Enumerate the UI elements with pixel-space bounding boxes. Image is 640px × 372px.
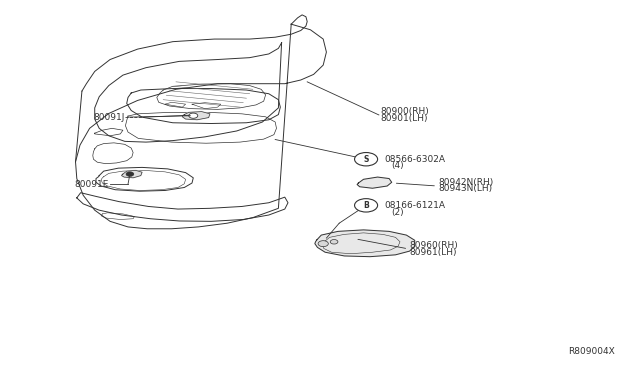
Circle shape [330, 240, 338, 244]
Circle shape [355, 153, 378, 166]
Text: R809004X: R809004X [568, 347, 614, 356]
Text: (4): (4) [392, 161, 404, 170]
Polygon shape [315, 230, 415, 257]
Text: (2): (2) [392, 208, 404, 217]
Text: B: B [364, 201, 369, 210]
Text: 80960(RH): 80960(RH) [410, 241, 458, 250]
Text: 08566-6302A: 08566-6302A [384, 155, 445, 164]
Text: 80091J: 80091J [93, 113, 125, 122]
Text: 80943N(LH): 80943N(LH) [438, 185, 493, 193]
Circle shape [318, 241, 328, 247]
Circle shape [126, 172, 134, 176]
Text: 80900(RH): 80900(RH) [381, 107, 429, 116]
Text: 80901(LH): 80901(LH) [381, 114, 428, 123]
Polygon shape [357, 177, 392, 188]
Circle shape [189, 113, 198, 118]
Text: 08166-6121A: 08166-6121A [384, 201, 445, 210]
Text: 80942N(RH): 80942N(RH) [438, 178, 493, 187]
Text: S: S [364, 155, 369, 164]
Polygon shape [182, 112, 210, 120]
Polygon shape [122, 170, 142, 178]
Circle shape [355, 199, 378, 212]
Text: 80091E: 80091E [74, 180, 109, 189]
Text: 80961(LH): 80961(LH) [410, 248, 457, 257]
